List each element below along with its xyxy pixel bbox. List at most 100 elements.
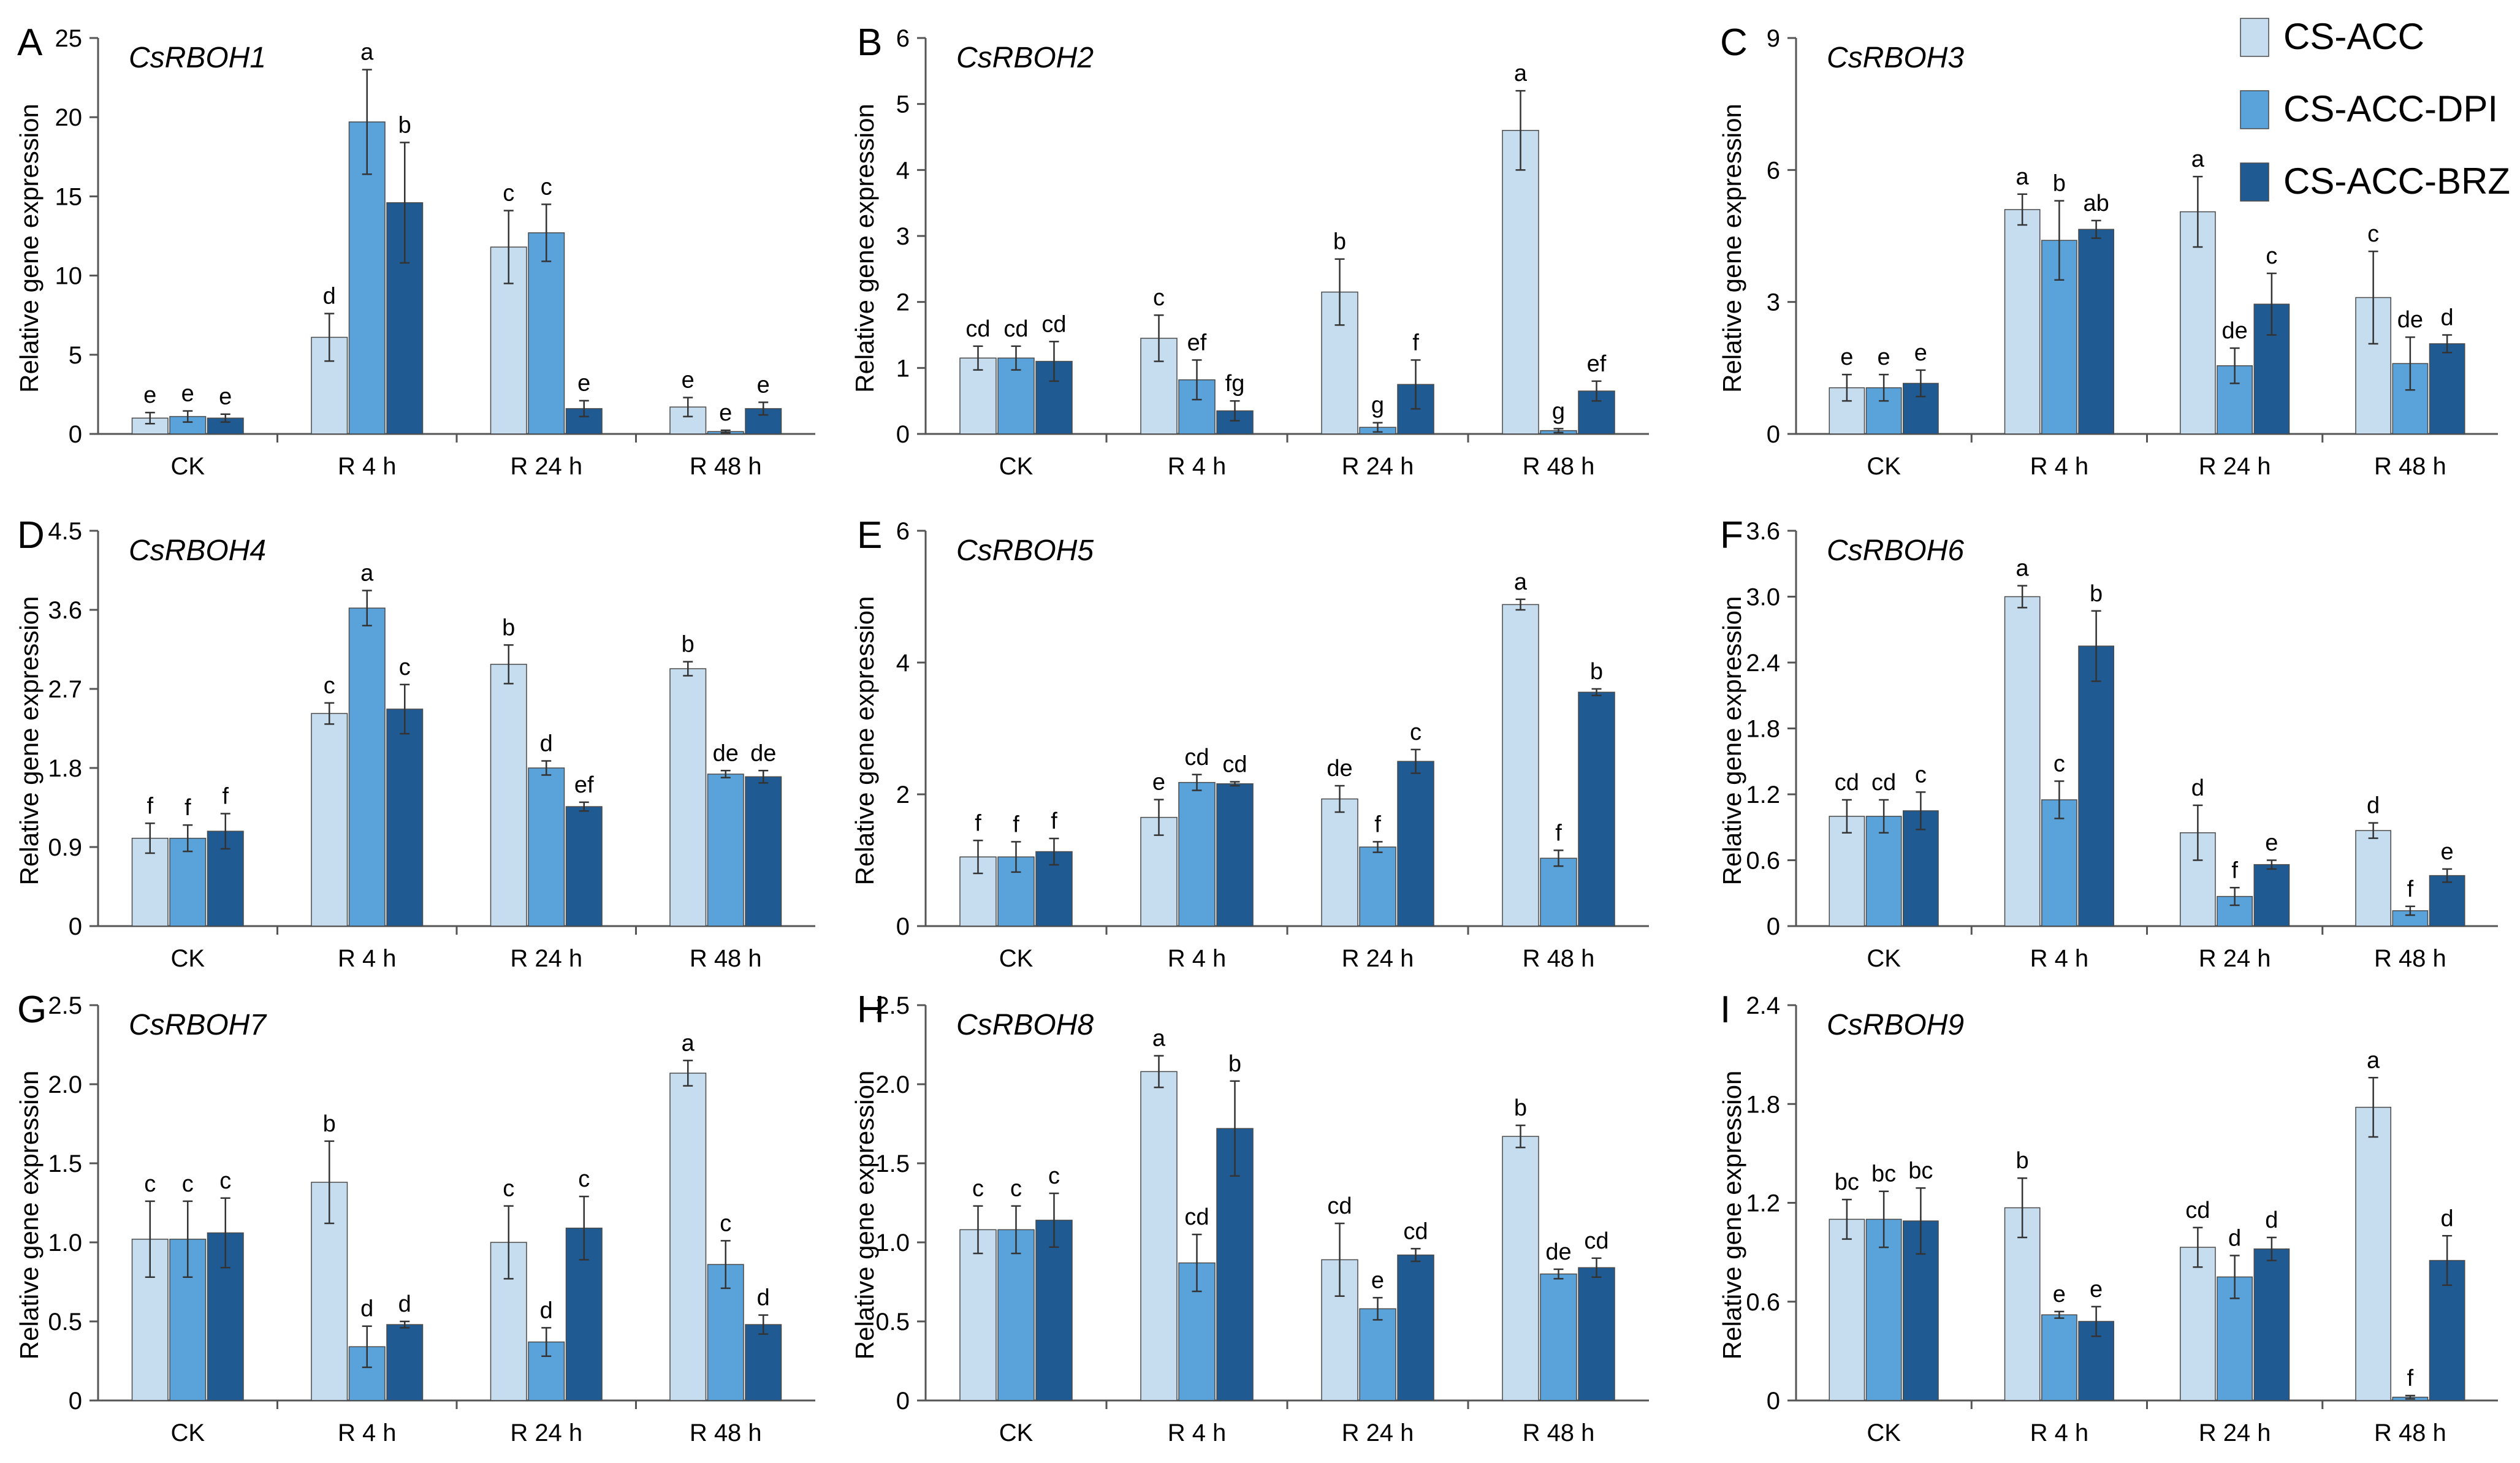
- y-tick-label: 0.6: [1746, 1289, 1780, 1316]
- y-tick-label: 0: [896, 421, 910, 448]
- bar: [2041, 1314, 2077, 1401]
- x-tick-label: R 48 h: [1523, 453, 1595, 480]
- bar: [207, 417, 244, 435]
- bar: [1397, 1254, 1434, 1401]
- bar: [1397, 761, 1434, 927]
- y-tick-label: 0.6: [1746, 848, 1780, 875]
- panel-label: I: [1720, 989, 1730, 1031]
- significance-letter: b: [2016, 1148, 2029, 1174]
- y-axis-label: Relative gene expression: [850, 1071, 879, 1360]
- y-tick-label: 4: [896, 157, 910, 184]
- x-tick-label: R 24 h: [510, 453, 582, 480]
- y-tick-label: 6: [1767, 157, 1780, 184]
- y-tick-label: 0: [69, 1388, 82, 1415]
- significance-letter: d: [2441, 1206, 2454, 1231]
- significance-letter: f: [1051, 808, 1057, 834]
- significance-letter: e: [719, 400, 732, 426]
- significance-letter: bc: [1908, 1158, 1933, 1184]
- x-tick-label: CK: [999, 1419, 1034, 1446]
- panel-b: B Relative gene expression 0 1 2 3 4 5 6 CsRBOH2 C…: [850, 21, 1649, 480]
- y-tick-label: 1.0: [48, 1229, 82, 1256]
- significance-letter: c: [182, 1171, 194, 1197]
- y-tick-label: 5: [69, 342, 82, 369]
- significance-letter: de: [2397, 307, 2423, 333]
- bar: [959, 357, 997, 435]
- significance-letter: de: [1327, 756, 1352, 781]
- y-tick-label: 10: [55, 263, 83, 290]
- y-tick-label: 0: [1767, 421, 1780, 448]
- significance-letter: cd: [2185, 1198, 2210, 1223]
- significance-letter: b: [1228, 1051, 1241, 1077]
- legend-swatch: [2240, 162, 2269, 202]
- x-tick-label: R 48 h: [1523, 945, 1595, 972]
- significance-letter: b: [1590, 659, 1603, 685]
- significance-letter: e: [682, 368, 695, 393]
- significance-letter: c: [324, 673, 335, 699]
- bar: [1140, 1071, 1178, 1401]
- y-tick-label: 0: [69, 421, 82, 448]
- bar: [2180, 1247, 2216, 1401]
- y-tick-label: 15: [55, 183, 83, 210]
- y-tick-label: 0: [1767, 1388, 1780, 1415]
- panel-label: F: [1720, 514, 1743, 557]
- bar: [2004, 596, 2041, 927]
- y-tick-label: 1.8: [1746, 1091, 1780, 1118]
- significance-letter: e: [757, 372, 770, 398]
- legend-entry: CS-ACC: [2283, 16, 2424, 57]
- significance-letter: f: [1374, 811, 1381, 837]
- y-tick-label: 0: [896, 913, 910, 940]
- significance-letter: f: [1013, 811, 1019, 837]
- significance-letter: e: [2053, 1282, 2066, 1307]
- significance-letter: c: [541, 174, 552, 200]
- significance-letter: a: [2016, 556, 2030, 582]
- chart-title: CsRBOH4: [129, 534, 266, 567]
- significance-letter: e: [1840, 344, 1853, 370]
- bar: [745, 1324, 782, 1401]
- significance-letter: c: [399, 655, 411, 680]
- significance-letter: c: [1153, 285, 1165, 311]
- significance-letter: b: [2090, 581, 2103, 607]
- panel-i: I Relative gene expression 0 0.6 1.2 1.8 2.4 Cs…: [1718, 989, 2498, 1446]
- y-tick-label: 3: [896, 223, 910, 250]
- y-tick-label: 3.6: [1746, 518, 1780, 545]
- bar: [1829, 816, 1865, 927]
- significance-letter: cd: [1222, 752, 1247, 778]
- significance-letter: c: [2266, 243, 2277, 269]
- x-tick-label: R 24 h: [1342, 1419, 1414, 1446]
- significance-letter: c: [144, 1171, 156, 1197]
- significance-letter: f: [1412, 330, 1419, 355]
- significance-letter: e: [2441, 839, 2454, 865]
- significance-letter: f: [185, 795, 191, 821]
- bar: [490, 664, 527, 927]
- chart-title: CsRBOH7: [129, 1009, 267, 1041]
- chart-title: CsRBOH6: [1827, 534, 1964, 567]
- significance-letter: c: [972, 1176, 984, 1202]
- legend-swatch: [2240, 18, 2269, 57]
- significance-letter: b: [1333, 229, 1346, 255]
- bar: [1829, 1218, 1865, 1401]
- significance-letter: bc: [1871, 1161, 1896, 1187]
- y-axis-label: Relative gene expression: [15, 1071, 44, 1360]
- x-tick-label: R 4 h: [2030, 453, 2089, 480]
- significance-letter: ab: [2083, 191, 2109, 216]
- y-tick-label: 2.0: [875, 1071, 910, 1098]
- significance-letter: e: [219, 384, 232, 410]
- bar: [2041, 240, 2077, 435]
- significance-letter: c: [1010, 1176, 1022, 1202]
- bar: [1502, 1136, 1539, 1401]
- y-tick-label: 4: [896, 650, 910, 677]
- bar: [386, 1324, 424, 1401]
- y-tick-label: 1.5: [875, 1150, 910, 1177]
- significance-letter: e: [2090, 1277, 2103, 1302]
- bar: [669, 668, 707, 927]
- panel-label: A: [17, 21, 43, 64]
- y-tick-label: 1.0: [875, 1229, 910, 1256]
- x-tick-label: R 24 h: [1342, 945, 1414, 972]
- significance-letter: b: [1514, 1095, 1527, 1121]
- significance-letter: d: [2228, 1226, 2241, 1252]
- y-tick-label: 1.2: [1746, 781, 1780, 808]
- bar: [2078, 229, 2114, 435]
- significance-letter: f: [2407, 876, 2414, 902]
- chart-title: CsRBOH2: [956, 42, 1094, 74]
